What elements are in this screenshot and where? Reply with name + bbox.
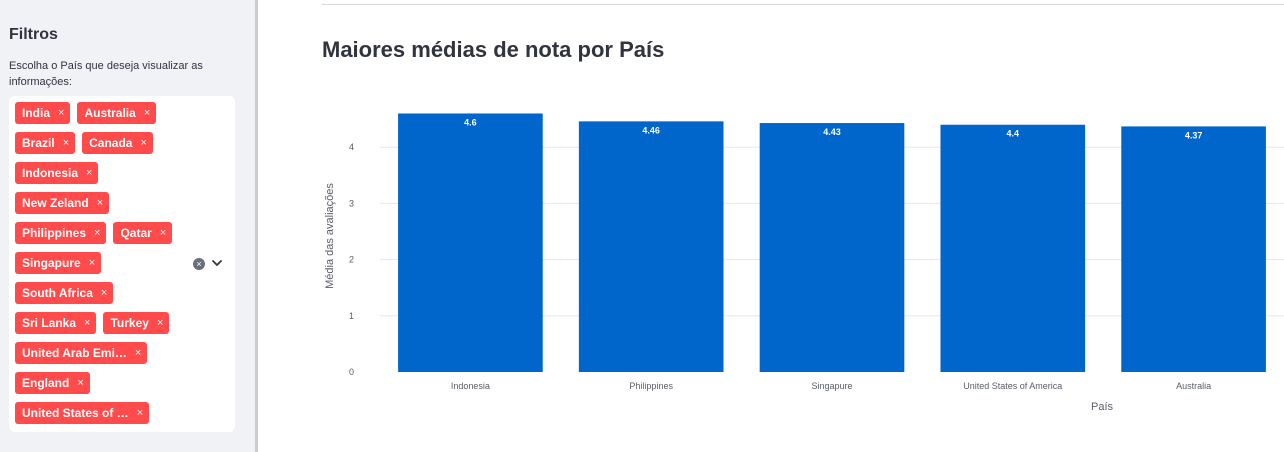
bar <box>398 113 543 372</box>
selected-chip: Brazil × <box>15 132 76 154</box>
y-tick-label: 1 <box>349 311 354 321</box>
y-tick-label: 3 <box>349 198 354 208</box>
chip-label: Singapure <box>22 256 81 270</box>
selected-chip: Indonesia × <box>15 162 99 184</box>
chip-remove-icon[interactable]: × <box>84 317 91 329</box>
bar-value-label: 4.43 <box>823 127 841 137</box>
selected-chip: South Africa × <box>15 282 114 304</box>
selected-chips: India × Australia × Brazil × Canada × Indonesia ×… <box>15 102 185 424</box>
clear-all-icon[interactable]: × <box>193 258 205 270</box>
chip-remove-icon[interactable]: × <box>88 257 96 269</box>
chip-remove-icon[interactable]: × <box>140 137 147 149</box>
selected-chip: Qatar × <box>113 222 173 244</box>
bar-value-label: 4.4 <box>1007 129 1020 139</box>
filter-help-text: Escolha o País que deseja visualizar as … <box>9 60 203 88</box>
sidebar-title: Filtros <box>9 26 58 43</box>
selected-chip: Australia × <box>77 102 157 124</box>
x-tick-label: United States of America <box>963 381 1062 391</box>
selected-chip: United States of … × <box>15 402 150 424</box>
chip-remove-icon[interactable]: × <box>77 377 84 389</box>
bar <box>759 123 905 372</box>
chip-label: Sri Lanka <box>22 316 77 330</box>
chip-label: Brazil <box>22 136 55 150</box>
country-multiselect[interactable]: India × Australia × Brazil × Canada × Indonesia ×… <box>9 96 235 432</box>
y-tick-label: 0 <box>349 367 354 377</box>
chip-remove-icon[interactable]: × <box>86 167 93 179</box>
chip-remove-icon[interactable]: × <box>156 317 164 329</box>
chip-label: Philippines <box>22 226 87 240</box>
x-tick-label: Indonesia <box>451 381 490 391</box>
bar <box>940 124 1086 373</box>
selected-chip: England × <box>15 372 90 394</box>
selected-chip: Singapure × <box>15 252 102 274</box>
chip-label: India <box>22 106 51 120</box>
chart-title: Maiores médias de nota por País <box>322 37 665 62</box>
chip-label: South Africa <box>22 286 93 300</box>
chip-label: United Arab Emi… <box>22 346 127 360</box>
x-tick-label: Philippines <box>629 381 673 391</box>
bar-chart[interactable]: 0 1 2 3 4 4.6 Indonesia 4.46 Philippines 4.43 Sing… <box>322 100 1284 420</box>
chip-label: Canada <box>89 136 133 150</box>
bar-value-label: 4.46 <box>642 125 660 135</box>
x-axis-title: País <box>1091 401 1114 413</box>
y-tick-label: 4 <box>349 142 354 152</box>
chip-remove-icon[interactable]: × <box>94 227 101 239</box>
selected-chip: Sri Lanka × <box>15 312 97 334</box>
chip-remove-icon[interactable]: × <box>134 347 142 359</box>
chip-remove-icon[interactable]: × <box>58 107 65 119</box>
selected-chip: Canada × <box>82 132 153 154</box>
selected-chip: India × <box>15 102 71 124</box>
bar <box>578 121 724 372</box>
selected-chip: Turkey × <box>103 312 170 334</box>
sidebar-resize-handle[interactable] <box>255 0 258 452</box>
divider <box>322 4 1284 5</box>
sidebar: Filtros Escolha o País que deseja visual… <box>0 0 255 452</box>
chip-remove-icon[interactable]: × <box>159 227 167 239</box>
chip-label: Australia <box>84 106 136 120</box>
y-axis-title: Média das avaliações <box>324 183 336 289</box>
chip-label: Qatar <box>120 226 152 240</box>
selected-chip: Philippines × <box>15 222 107 244</box>
selected-chip: United Arab Emi… × <box>15 342 148 364</box>
chip-remove-icon[interactable]: × <box>100 287 108 299</box>
selected-chip: New Zeland × <box>15 192 110 214</box>
chip-label: England <box>22 376 70 390</box>
chip-remove-icon[interactable]: × <box>62 137 70 149</box>
x-tick-label: Singapure <box>811 381 852 391</box>
chip-remove-icon[interactable]: × <box>96 197 104 209</box>
x-tick-label: Australia <box>1176 381 1211 391</box>
bar <box>1121 126 1266 372</box>
chip-remove-icon[interactable]: × <box>136 407 144 419</box>
chip-label: Indonesia <box>22 166 79 180</box>
bar-value-label: 4.6 <box>464 117 477 127</box>
chip-label: United States of … <box>22 406 129 420</box>
chip-label: Turkey <box>110 316 149 330</box>
chip-remove-icon[interactable]: × <box>143 107 151 119</box>
bar-value-label: 4.37 <box>1185 130 1203 140</box>
chevron-down-icon[interactable] <box>210 256 224 270</box>
y-tick-label: 2 <box>349 255 354 265</box>
chip-label: New Zeland <box>22 196 89 210</box>
